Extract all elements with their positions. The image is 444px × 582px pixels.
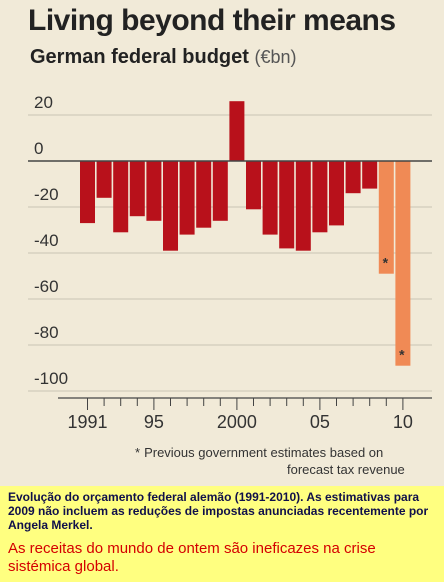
bar — [395, 161, 411, 366]
bar — [246, 161, 261, 210]
bar — [295, 161, 311, 251]
bar — [113, 161, 129, 233]
footnote: * Previous government estimates based on … — [135, 444, 435, 478]
y-tick-label: -100 — [34, 369, 68, 388]
bar — [262, 161, 278, 235]
chart-title: Living beyond their means — [28, 4, 396, 37]
y-tick-label: -40 — [34, 231, 59, 250]
y-tick-label: -60 — [34, 277, 59, 296]
caption-highlight: As receitas do mundo de ontem são inefic… — [8, 540, 376, 575]
y-tick-label: 0 — [34, 139, 43, 158]
x-tick-label: 1991 — [67, 412, 107, 432]
bar — [129, 161, 145, 217]
subtitle-unit: (€bn) — [254, 47, 297, 67]
x-tick-label: 95 — [144, 412, 164, 432]
bar — [146, 161, 162, 221]
estimate-marker: * — [399, 347, 405, 363]
bar — [362, 161, 378, 189]
caption-box: Evolução do orçamento federal alemão (19… — [0, 486, 444, 582]
x-tick-label: 2000 — [217, 412, 257, 432]
bar — [329, 161, 344, 226]
y-tick-label: -80 — [34, 323, 59, 342]
chart-panel: Living beyond their means German federal… — [0, 0, 444, 486]
bar — [179, 161, 195, 235]
bar — [378, 161, 394, 274]
caption-portuguese: Evolução do orçamento federal alemão (19… — [8, 490, 429, 532]
bar — [229, 101, 245, 161]
budget-bar-chart: * * 20 0 -20 -40 -60 -80 -100 1991 95 2000 05 10 — [28, 93, 432, 432]
subtitle-text: German federal budget — [30, 46, 249, 68]
chart-subtitle: German federal budget (€bn) — [30, 46, 297, 69]
footnote-line2: forecast tax revenue — [287, 462, 405, 477]
bar — [345, 161, 361, 194]
bar — [196, 161, 212, 228]
estimate-marker: * — [383, 255, 389, 271]
x-tick-label: 10 — [393, 412, 413, 432]
y-tick-label: -20 — [34, 185, 59, 204]
footnote-line1: Previous government estimates based on — [144, 445, 384, 460]
bar — [80, 161, 95, 224]
bar — [96, 161, 112, 198]
bar — [163, 161, 178, 251]
bar — [312, 161, 328, 233]
y-tick-label: 20 — [34, 93, 53, 112]
bar — [212, 161, 228, 221]
x-tick-label: 05 — [310, 412, 330, 432]
bar — [279, 161, 295, 249]
footnote-star: * — [135, 445, 141, 460]
